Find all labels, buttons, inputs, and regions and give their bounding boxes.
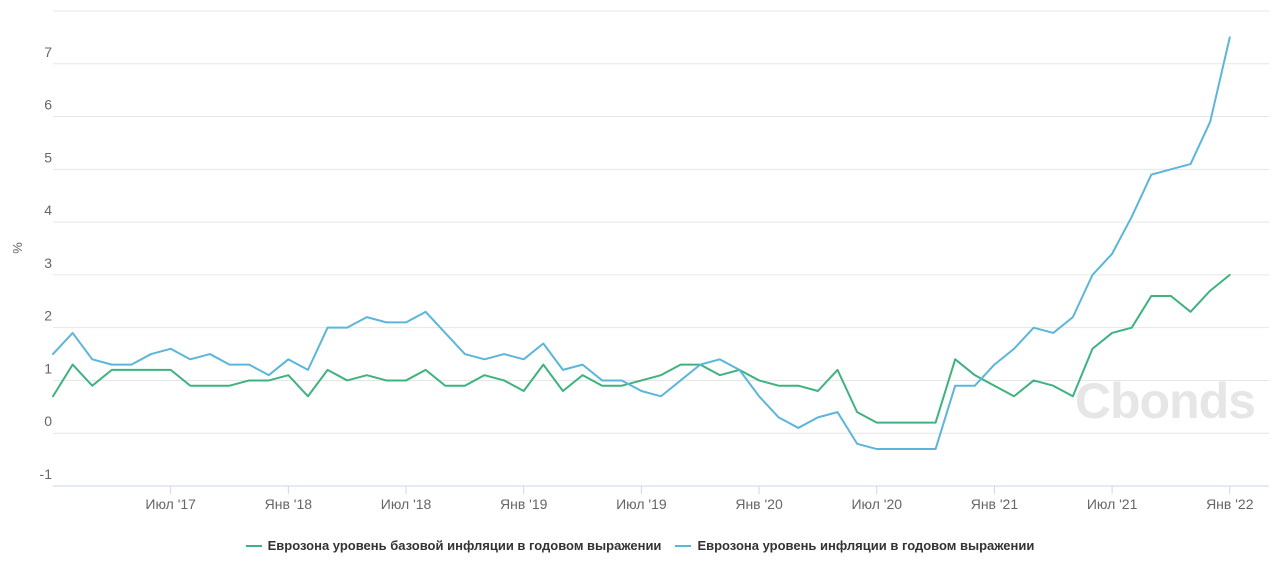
series-line-inflation [52,36,1231,451]
legend-item-inflation[interactable]: Еврозона уровень инфляции в годовом выра… [675,538,1034,553]
legend-label-core: Еврозона уровень базовой инфляции в годо… [267,538,662,553]
legend-item-core-inflation[interactable]: Еврозона уровень базовой инфляции в годо… [245,538,662,553]
x-tick-label: Июл '18 [381,496,432,512]
y-axis-label: % [10,242,25,254]
x-tick-label: Янв '20 [735,496,783,512]
x-tick-label: Янв '19 [500,496,548,512]
x-tick-label: Июл '19 [616,496,667,512]
x-tick-label: Июл '20 [851,496,902,512]
y-tick-label: 5 [44,149,52,165]
series-line-core-inflation [52,273,1231,424]
line-chart: Cbonds -1 0 1 2 3 4 5 6 7 Июл '17 Янв '18 Июл '18 Я… [10,10,1269,512]
y-tick-label: 1 [44,360,52,376]
x-tick-label: Янв '22 [1206,496,1254,512]
y-tick-label: 6 [44,97,52,113]
y-tick-label: 2 [44,308,52,324]
y-axis-tick-labels: -1 0 1 2 3 4 5 6 7 [40,44,53,482]
y-tick-label: 3 [44,255,52,271]
x-axis: Июл '17 Янв '18 Июл '18 Янв '19 Июл '19 Янв '… [53,485,1269,512]
y-tick-label: 0 [44,413,52,429]
x-tick-label: Янв '21 [971,496,1019,512]
legend-swatch-core [245,544,262,547]
watermark-text: Cbonds [1075,373,1255,429]
legend: Еврозона уровень базовой инфляции в годо… [0,538,1280,553]
y-tick-label: -1 [40,466,53,482]
series-layer [52,36,1231,451]
legend-label-inflation: Еврозона уровень инфляции в годовом выра… [697,538,1035,553]
x-tick-label: Июл '17 [145,496,196,512]
legend-swatch-inflation [675,544,692,547]
watermark: Cbonds [1075,373,1256,429]
x-tick-label: Янв '18 [265,496,313,512]
y-tick-label: 7 [44,44,52,60]
x-tick-label: Июл '21 [1087,496,1138,512]
y-tick-label: 4 [44,202,52,218]
